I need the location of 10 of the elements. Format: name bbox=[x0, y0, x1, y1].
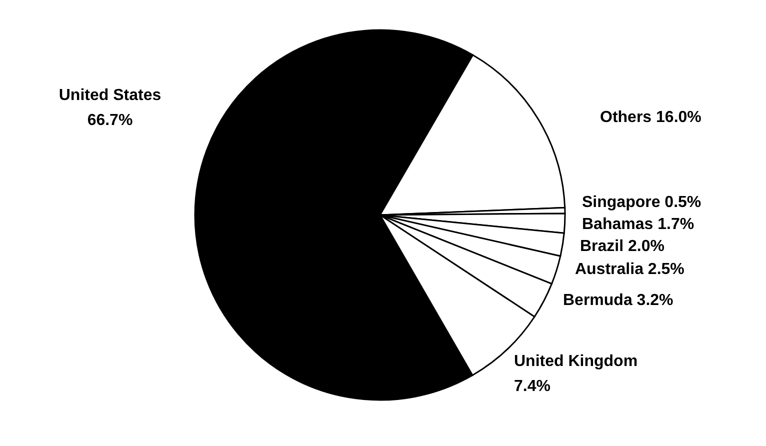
slice-label: United Kingdom bbox=[514, 353, 638, 370]
slice-label: Australia 2.5% bbox=[575, 261, 684, 278]
slice-label: Bahamas 1.7% bbox=[582, 216, 694, 233]
data-label: 7.4% bbox=[514, 378, 550, 395]
data-label: 66.7% bbox=[87, 112, 133, 129]
slice-label: United States bbox=[58, 87, 162, 104]
slice-label: Others 16.0% bbox=[600, 109, 702, 126]
slice-label: Bermuda 3.2% bbox=[563, 292, 674, 309]
slice-label: Singapore 0.5% bbox=[582, 194, 702, 211]
slice-label: Brazil 2.0% bbox=[580, 238, 664, 255]
